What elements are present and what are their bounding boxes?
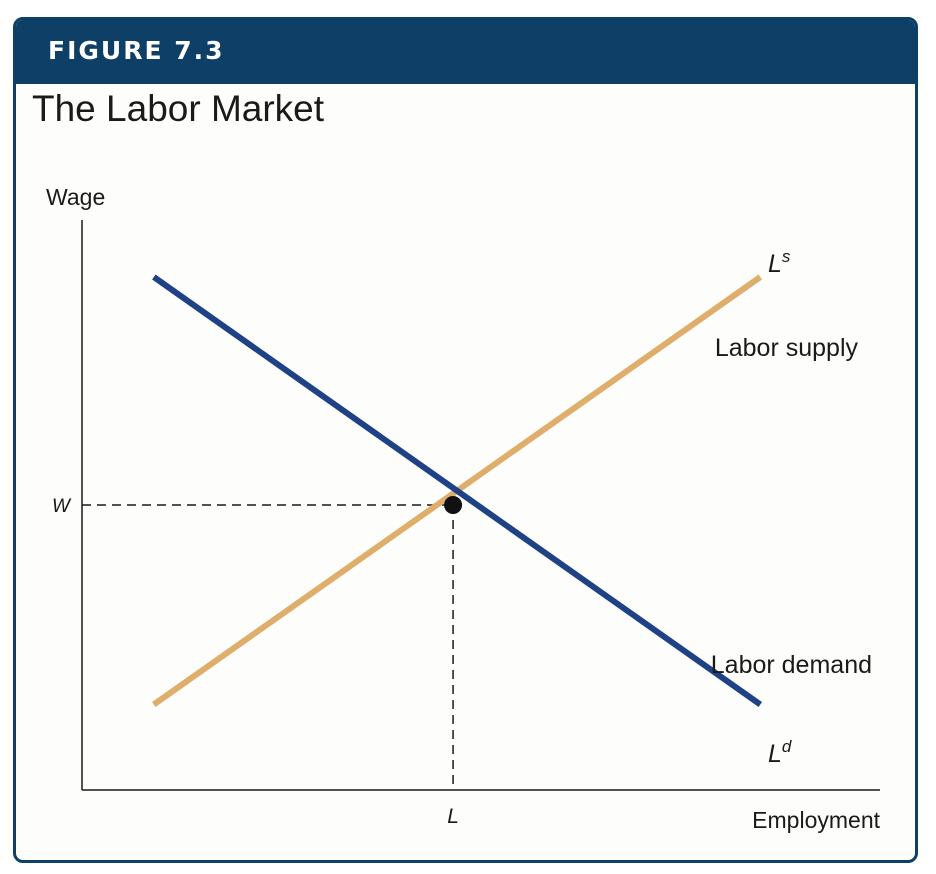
y-axis-label: Wage — [46, 184, 105, 210]
figure-panel: FIGURE 7.3 — [13, 17, 918, 863]
y-tick-label-w: W — [52, 496, 72, 517]
equilibrium-point — [444, 496, 463, 514]
figure-banner: FIGURE 7.3 — [16, 20, 915, 84]
figure-label: FIGURE 7.3 — [48, 36, 225, 65]
x-axis-label: Employment — [752, 807, 880, 833]
ld-curve-letter: L — [768, 740, 782, 768]
x-tick-label-l: L — [447, 805, 459, 828]
chart-title: The Labor Market — [32, 88, 325, 129]
ls-curve-letter: L — [768, 250, 782, 278]
ld-curve-superscript: d — [782, 737, 792, 756]
labor-demand-label: Labor demand — [711, 651, 872, 679]
ls-curve-superscript: s — [782, 247, 791, 266]
labor-supply-label: Labor supply — [715, 334, 859, 362]
ld-curve-label: Ld — [768, 737, 792, 768]
labor-demand-line — [152, 274, 763, 707]
ls-curve-label: Ls — [768, 247, 791, 278]
